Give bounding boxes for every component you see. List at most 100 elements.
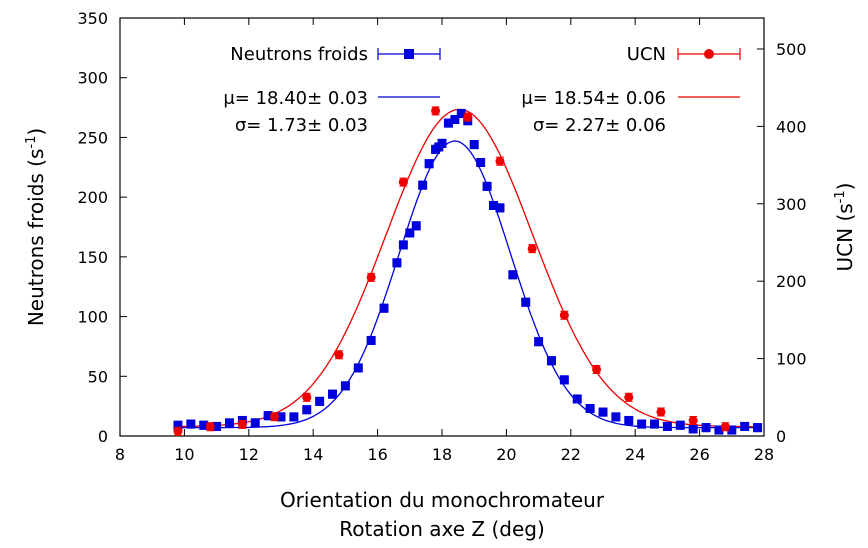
x-tick-label: 22 xyxy=(561,445,581,464)
x-axis-label-line2: Rotation axe Z (deg) xyxy=(339,517,545,541)
data-point-neutrons xyxy=(572,394,582,404)
y-right-label-close: ) xyxy=(833,183,857,191)
data-point-neutrons xyxy=(392,258,402,268)
marker-neutrons xyxy=(469,140,479,150)
fit-annotation-ucn: μ= 18.54± 0.06 σ= 2.27± 0.06 xyxy=(521,88,740,136)
marker-ucn xyxy=(656,407,666,417)
marker-neutrons xyxy=(276,412,286,422)
data-point-neutrons xyxy=(495,203,505,213)
marker-neutrons xyxy=(714,425,724,435)
marker-ucn xyxy=(624,392,634,402)
data-point-ucn xyxy=(173,426,183,436)
marker-neutrons xyxy=(173,420,183,430)
marker-neutrons xyxy=(662,421,672,431)
marker-neutrons xyxy=(489,201,499,211)
marker-neutrons xyxy=(263,411,273,421)
data-point-ucn xyxy=(592,364,602,374)
marker-neutrons xyxy=(443,118,453,128)
marker-ucn xyxy=(431,106,441,116)
marker-neutrons xyxy=(585,404,595,414)
y-left-tick-label: 300 xyxy=(77,69,108,88)
y-left-tick-label: 50 xyxy=(88,367,108,386)
marker-ucn xyxy=(237,419,247,429)
data-point-neutrons xyxy=(398,240,408,250)
fit-neutrons-sigma: σ= 1.73± 0.03 xyxy=(235,115,368,136)
data-point-ucn xyxy=(656,407,666,417)
x-tick-label: 10 xyxy=(174,445,194,464)
data-point-neutrons xyxy=(585,404,595,414)
data-point-ucn xyxy=(398,177,408,187)
y-left-tick-label: 200 xyxy=(77,188,108,207)
marker-neutrons xyxy=(624,415,634,425)
data-point-neutrons xyxy=(740,421,750,431)
data-point-ucn xyxy=(527,244,537,254)
marker-ucn xyxy=(366,272,376,282)
data-point-neutrons xyxy=(302,405,312,415)
y-left-tick-label: 250 xyxy=(77,128,108,147)
marker-neutrons xyxy=(315,396,325,406)
data-point-neutrons xyxy=(379,303,389,313)
data-point-neutrons xyxy=(521,297,531,307)
data-point-neutrons xyxy=(598,407,608,417)
y-right-tick-label: 0 xyxy=(776,427,786,446)
marker-neutrons xyxy=(199,420,209,430)
marker-neutrons xyxy=(398,240,408,250)
marker-neutrons xyxy=(598,407,608,417)
marker-neutrons xyxy=(340,381,350,391)
y-left-tick-label: 150 xyxy=(77,248,108,267)
data-point-neutrons xyxy=(328,389,338,399)
data-point-neutrons xyxy=(534,337,544,347)
data-point-ucn xyxy=(624,392,634,402)
data-point-neutrons xyxy=(701,423,711,433)
marker-neutrons xyxy=(546,356,556,366)
marker-neutrons xyxy=(701,423,711,433)
data-point-neutrons xyxy=(199,420,209,430)
data-point-ucn xyxy=(237,419,247,429)
data-point-neutrons xyxy=(418,180,428,190)
marker-neutrons xyxy=(289,412,299,422)
marker-neutrons xyxy=(392,258,402,268)
data-point-neutrons xyxy=(611,412,621,422)
marker-neutrons xyxy=(418,180,428,190)
data-point-neutrons xyxy=(250,418,260,428)
data-point-ucn xyxy=(720,422,730,432)
x-axis-label-line1: Orientation du monochromateur xyxy=(280,488,605,512)
marker-neutrons xyxy=(328,389,338,399)
y-left-tick-label: 0 xyxy=(98,427,108,446)
legend-ucn: UCN xyxy=(627,44,741,65)
data-point-neutrons xyxy=(637,419,647,429)
x-tick-label: 8 xyxy=(115,445,125,464)
data-point-ucn xyxy=(334,350,344,360)
marker-ucn xyxy=(270,412,280,422)
y-left-label-text: Neutrons froids (s xyxy=(24,149,48,327)
marker-neutrons xyxy=(740,421,750,431)
data-point-neutrons xyxy=(411,221,421,231)
marker-neutrons xyxy=(405,228,415,238)
marker-neutrons xyxy=(611,412,621,422)
data-point-neutrons xyxy=(624,415,634,425)
marker-neutrons xyxy=(650,419,660,429)
data-point-neutrons xyxy=(688,424,698,434)
data-point-neutrons xyxy=(315,396,325,406)
axis-ticks: 8 10 12 14 16 18 20 22 24 26 280501001502002503003… xyxy=(77,9,806,464)
data-point-neutrons xyxy=(482,181,492,191)
y-left-label-sup: -1 xyxy=(24,136,39,149)
legend-neutrons-marker xyxy=(404,49,414,59)
marker-neutrons xyxy=(353,363,363,373)
y-left-tick-label: 350 xyxy=(77,9,108,28)
marker-neutrons xyxy=(379,303,389,313)
marker-ucn xyxy=(495,156,505,166)
marker-neutrons xyxy=(476,158,486,168)
marker-neutrons xyxy=(534,337,544,347)
fit-curve-neutrons xyxy=(178,140,758,429)
y-right-label-text: UCN (s xyxy=(833,203,857,271)
fit-curve-ucn xyxy=(178,108,758,428)
data-point-neutrons xyxy=(366,335,376,345)
legend-neutrons-label: Neutrons froids xyxy=(230,44,368,65)
data-point-neutrons xyxy=(224,418,234,428)
marker-neutrons xyxy=(559,375,569,385)
y-right-tick-label: 400 xyxy=(776,117,807,136)
marker-neutrons xyxy=(450,115,460,125)
marker-neutrons xyxy=(456,109,466,119)
data-point-neutrons xyxy=(662,421,672,431)
